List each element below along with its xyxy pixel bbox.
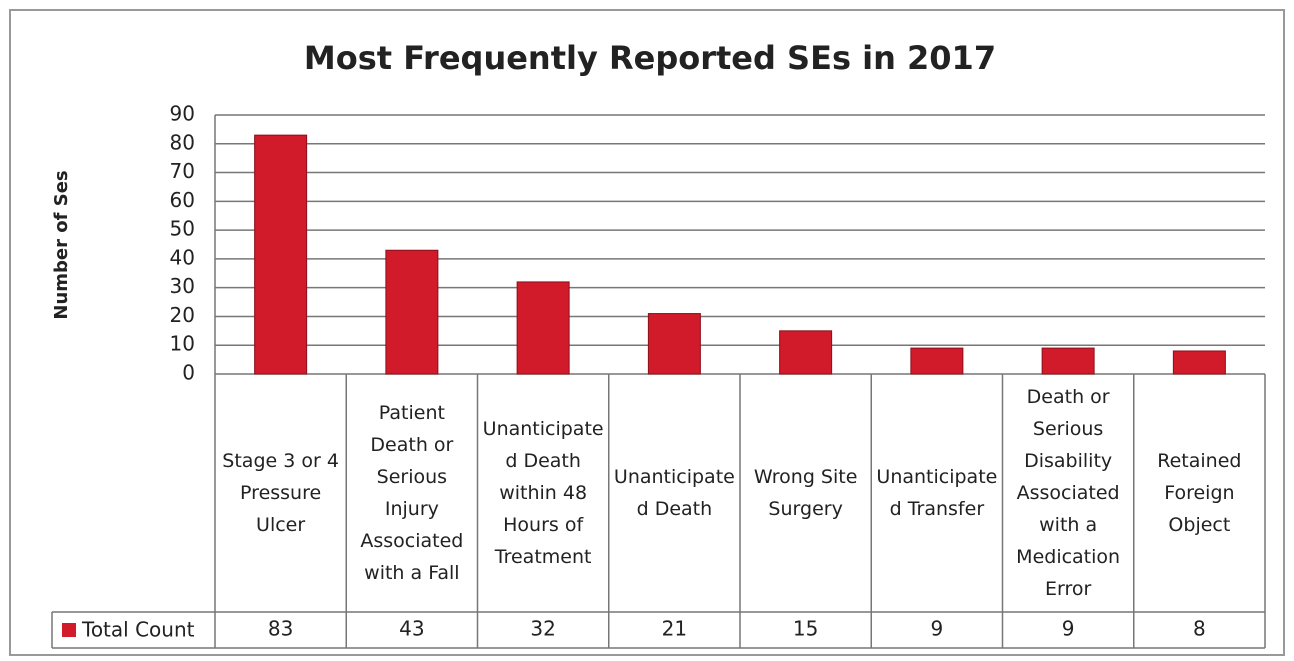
bar bbox=[1041, 347, 1095, 375]
y-tick-label: 60 bbox=[170, 188, 195, 212]
x-tick-label-box: Unanticipated Transfer bbox=[876, 466, 998, 520]
y-tick-label: 30 bbox=[170, 274, 195, 298]
chart-title: Most Frequently Reported SEs in 2017 bbox=[304, 39, 996, 77]
x-tick-label-box: Retained Foreign Object bbox=[1157, 450, 1242, 536]
bar bbox=[516, 281, 570, 375]
x-tick-label: Retained Foreign Object bbox=[1157, 450, 1242, 536]
y-tick-label: 70 bbox=[170, 159, 195, 183]
x-tick-label: Unanticipated Transfer bbox=[876, 466, 998, 520]
x-tick-label: Unanticipated Death within 48 Hours of T… bbox=[482, 418, 604, 568]
data-table-value: 8 bbox=[1193, 617, 1206, 641]
data-table-value: 43 bbox=[399, 617, 424, 641]
data-table-value: 15 bbox=[793, 617, 818, 641]
bar bbox=[385, 249, 439, 375]
bar bbox=[1172, 350, 1226, 375]
data-table-value: 32 bbox=[530, 617, 555, 641]
x-tick-label: Unanticipated Death bbox=[613, 466, 735, 520]
bar bbox=[779, 330, 833, 375]
legend-swatch bbox=[62, 623, 76, 637]
x-tick-label-box: Unanticipated Death bbox=[613, 466, 735, 520]
data-table-value: 83 bbox=[268, 617, 293, 641]
x-tick-label: Wrong Site Surgery bbox=[753, 466, 858, 520]
y-tick-label: 20 bbox=[170, 303, 195, 327]
legend-label: Total Count bbox=[81, 618, 195, 642]
data-table-value: 9 bbox=[1062, 617, 1075, 641]
y-tick-label: 40 bbox=[170, 245, 195, 269]
x-tick-label-box: Wrong Site Surgery bbox=[753, 466, 858, 520]
x-tick-label: Patient Death or Serious Injury Associat… bbox=[360, 402, 464, 584]
bar bbox=[910, 347, 964, 375]
x-tick-label-box: Patient Death or Serious Injury Associat… bbox=[360, 402, 464, 584]
data-table-value: 21 bbox=[662, 617, 687, 641]
x-tick-label-box: Unanticipated Death within 48 Hours of T… bbox=[482, 418, 604, 568]
x-tick-label: Stage 3 or 4 Pressure Ulcer bbox=[222, 450, 339, 536]
x-tick-label-box: Stage 3 or 4 Pressure Ulcer bbox=[222, 450, 339, 536]
x-tick-label: Death or Serious Disability Associated w… bbox=[1016, 386, 1121, 600]
y-tick-label: 50 bbox=[170, 217, 195, 241]
data-table-value: 9 bbox=[931, 617, 944, 641]
chart-border bbox=[9, 9, 1285, 656]
x-tick-label-box: Death or Serious Disability Associated w… bbox=[1016, 386, 1121, 600]
y-tick-label: 10 bbox=[170, 332, 195, 356]
y-axis-label: Number of Ses bbox=[51, 170, 72, 319]
bar bbox=[647, 313, 701, 375]
bar bbox=[254, 134, 308, 375]
y-tick-label: 90 bbox=[170, 102, 195, 126]
y-tick-label: 80 bbox=[170, 130, 195, 154]
y-tick-label: 0 bbox=[182, 361, 195, 385]
